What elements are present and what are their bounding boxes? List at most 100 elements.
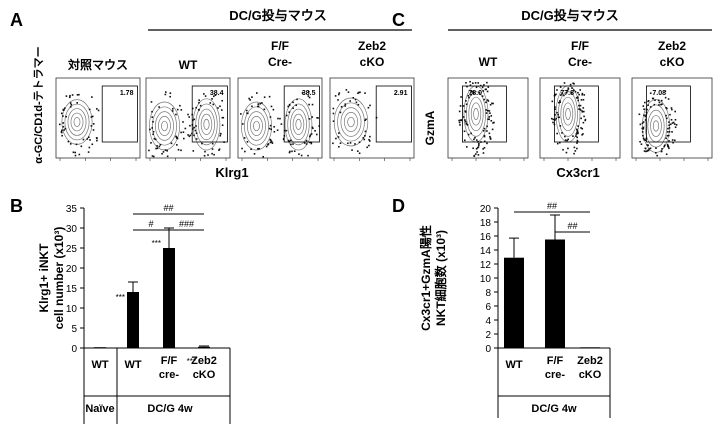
gate-box [646, 85, 691, 143]
event-dot [311, 126, 314, 129]
event-dot [334, 95, 337, 97]
event-dot [349, 100, 351, 102]
event-dot [193, 118, 196, 121]
event-dot [462, 105, 465, 107]
event-dot [485, 101, 487, 104]
event-dot [308, 96, 311, 99]
event-dot [363, 138, 366, 141]
comparison-label: ## [547, 201, 557, 211]
event-dot [671, 122, 674, 124]
event-dot [96, 139, 98, 142]
event-dot [300, 154, 303, 157]
event-dot [314, 130, 316, 132]
event-dot [667, 98, 670, 100]
y-tick-label: 20 [480, 204, 492, 215]
event-dot [646, 144, 649, 146]
event-dot [572, 82, 574, 85]
panel-a-header: DC/G投与マウス [229, 8, 327, 23]
event-dot [669, 123, 672, 126]
event-dot [211, 148, 214, 150]
event-dot [481, 95, 484, 97]
event-dot [272, 108, 275, 111]
event-dot [213, 153, 215, 156]
event-dot [642, 126, 645, 129]
event-dot [554, 106, 556, 108]
event-dot [61, 134, 63, 137]
event-dot [166, 149, 168, 152]
event-dot [581, 111, 584, 113]
event-dot [644, 115, 647, 118]
event-dot [289, 150, 291, 153]
event-dot [643, 114, 645, 117]
event-dot [347, 91, 350, 93]
event-dot [486, 130, 488, 132]
event-dot [288, 151, 291, 154]
event-dot [188, 135, 191, 138]
contour-ring [473, 108, 479, 120]
event-dot [475, 86, 478, 89]
panel-a-flow-plot: 1.78 [55, 77, 141, 161]
event-dot [310, 141, 313, 144]
event-dot [472, 82, 474, 85]
event-dot [470, 90, 472, 93]
event-dot [557, 113, 559, 116]
x-category-label: WT [124, 359, 141, 371]
event-dot [663, 145, 666, 148]
event-dot [344, 105, 347, 107]
event-dot [472, 92, 475, 95]
event-dot [640, 143, 643, 145]
event-dot [154, 138, 157, 141]
y-tick-label: 4 [485, 316, 491, 327]
contour-ring [198, 108, 215, 141]
event-dot [661, 103, 663, 106]
event-dot [646, 108, 648, 111]
event-dot [668, 130, 671, 133]
event-dot [556, 111, 558, 114]
event-dot [469, 80, 471, 83]
event-dot [559, 125, 562, 127]
event-dot [259, 102, 261, 105]
gate-percentage: 78.0 [468, 90, 482, 97]
event-dot [475, 148, 478, 150]
event-dot [171, 110, 174, 112]
event-dot [555, 117, 558, 120]
x-category-label: Zeb2 cKO [191, 355, 217, 381]
event-dot [356, 150, 359, 152]
panel-c-flow-plot: 7.08 [631, 77, 713, 161]
event-dot [76, 102, 79, 104]
event-dot [488, 116, 491, 118]
event-dot [91, 115, 94, 118]
panel-c-plot-label-2: Cre- [568, 55, 592, 69]
event-dot [89, 139, 91, 141]
event-dot [312, 127, 314, 130]
event-dot [468, 96, 470, 99]
event-dot [195, 138, 198, 140]
x-category-label: WT [91, 359, 108, 371]
gate-percentage: 77.8 [560, 90, 574, 97]
event-dot [551, 100, 554, 103]
event-dot [221, 124, 224, 127]
event-dot [176, 137, 178, 139]
event-dot [663, 144, 666, 147]
bar [504, 257, 524, 348]
event-dot [62, 125, 65, 128]
event-dot [307, 90, 310, 93]
event-dot [643, 108, 645, 111]
event-dot [667, 145, 669, 148]
comparison-label: ### [179, 219, 194, 229]
event-dot [645, 150, 647, 153]
event-dot [292, 107, 294, 109]
event-dot [459, 119, 462, 121]
contour-ring [347, 116, 355, 128]
contour-ring [203, 118, 210, 130]
x-group-label: DC/G 4w [531, 403, 577, 415]
event-dot [182, 131, 185, 133]
event-dot [337, 93, 340, 96]
x-category-label: F/F cre- [545, 355, 566, 381]
event-dot [191, 107, 194, 110]
event-dot [203, 93, 205, 95]
contour-ring [70, 112, 84, 132]
event-dot [62, 108, 65, 111]
event-dot [91, 143, 94, 146]
event-dot [647, 99, 650, 102]
